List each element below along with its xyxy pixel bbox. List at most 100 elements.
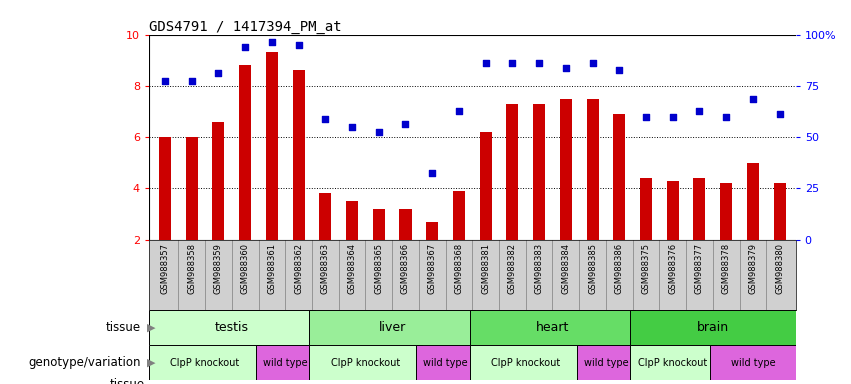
Bar: [533, 104, 545, 240]
Text: heart: heart: [536, 321, 569, 334]
Bar: [560, 99, 572, 240]
Point: [372, 129, 386, 135]
Bar: [159, 137, 171, 240]
Text: GSM988361: GSM988361: [267, 243, 277, 294]
Bar: [747, 163, 759, 240]
Text: GSM988362: GSM988362: [294, 243, 303, 294]
Point: [639, 114, 653, 120]
Text: GSM988376: GSM988376: [668, 243, 677, 294]
Bar: [576, 345, 636, 380]
Bar: [614, 114, 625, 240]
Text: GSM988386: GSM988386: [614, 243, 624, 294]
Bar: [470, 310, 636, 345]
Bar: [586, 99, 598, 240]
Text: wild type: wild type: [263, 358, 307, 367]
Text: ClpP knockout: ClpP knockout: [638, 358, 707, 367]
Bar: [480, 132, 492, 240]
Text: GSM988364: GSM988364: [347, 243, 357, 294]
Point: [212, 70, 226, 76]
Point: [346, 124, 359, 130]
Text: GSM988383: GSM988383: [534, 243, 544, 294]
Text: testis: testis: [214, 321, 248, 334]
Text: GSM988365: GSM988365: [374, 243, 383, 294]
Point: [292, 42, 306, 48]
Bar: [293, 70, 305, 240]
Text: wild type: wild type: [584, 358, 628, 367]
Text: GSM988368: GSM988368: [454, 243, 464, 294]
Point: [158, 78, 172, 84]
Bar: [399, 209, 412, 240]
Text: GSM988360: GSM988360: [241, 243, 249, 294]
Point: [559, 65, 573, 71]
Text: GSM988384: GSM988384: [562, 243, 570, 294]
Text: ▶: ▶: [147, 358, 156, 367]
Text: ClpP knockout: ClpP knockout: [170, 358, 240, 367]
Text: GSM988379: GSM988379: [748, 243, 757, 294]
Bar: [346, 201, 358, 240]
Bar: [373, 209, 385, 240]
Point: [318, 116, 332, 122]
Point: [426, 170, 439, 176]
Point: [452, 108, 465, 114]
Text: GSM988363: GSM988363: [321, 243, 330, 294]
Text: genotype/variation: genotype/variation: [28, 356, 140, 369]
Point: [505, 60, 519, 66]
Text: GSM988359: GSM988359: [214, 243, 223, 294]
Bar: [256, 345, 315, 380]
Bar: [309, 310, 475, 345]
Bar: [213, 122, 225, 240]
Bar: [149, 310, 315, 345]
Text: wild type: wild type: [423, 358, 468, 367]
Bar: [470, 345, 582, 380]
Point: [265, 39, 278, 45]
Text: GSM988381: GSM988381: [481, 243, 490, 294]
Bar: [266, 53, 278, 240]
Point: [398, 121, 412, 127]
Text: wild type: wild type: [731, 358, 775, 367]
Point: [185, 78, 198, 84]
Text: GSM988385: GSM988385: [588, 243, 597, 294]
Text: GSM988378: GSM988378: [722, 243, 731, 294]
Bar: [309, 345, 421, 380]
Text: GSM988380: GSM988380: [775, 243, 784, 294]
Point: [238, 44, 252, 50]
Bar: [694, 178, 705, 240]
Point: [533, 60, 546, 66]
Point: [773, 111, 786, 117]
Text: ▶: ▶: [147, 323, 156, 333]
Point: [719, 114, 733, 120]
Point: [613, 67, 626, 73]
Bar: [640, 178, 652, 240]
Text: ClpP knockout: ClpP knockout: [491, 358, 560, 367]
Text: GSM988377: GSM988377: [695, 243, 704, 294]
Bar: [506, 104, 518, 240]
Bar: [630, 345, 716, 380]
Text: tissue: tissue: [106, 321, 140, 334]
Bar: [774, 183, 785, 240]
Text: GSM988367: GSM988367: [428, 243, 437, 294]
Bar: [186, 137, 197, 240]
Point: [479, 60, 493, 66]
Text: GSM988358: GSM988358: [187, 243, 197, 294]
Bar: [319, 194, 331, 240]
Bar: [426, 222, 438, 240]
Text: tissue: tissue: [110, 377, 145, 384]
Bar: [630, 310, 796, 345]
Point: [585, 60, 599, 66]
Bar: [416, 345, 475, 380]
Bar: [711, 345, 796, 380]
Text: GSM988375: GSM988375: [642, 243, 650, 294]
Text: GSM988366: GSM988366: [401, 243, 410, 294]
Bar: [720, 183, 732, 240]
Text: GSM988382: GSM988382: [508, 243, 517, 294]
Text: brain: brain: [697, 321, 729, 334]
Bar: [149, 345, 261, 380]
Bar: [666, 180, 679, 240]
Bar: [453, 191, 465, 240]
Point: [693, 108, 706, 114]
Text: ClpP knockout: ClpP knockout: [331, 358, 400, 367]
Text: liver: liver: [379, 321, 406, 334]
Text: GSM988357: GSM988357: [161, 243, 169, 294]
Point: [746, 96, 760, 102]
Text: GDS4791 / 1417394_PM_at: GDS4791 / 1417394_PM_at: [149, 20, 341, 33]
